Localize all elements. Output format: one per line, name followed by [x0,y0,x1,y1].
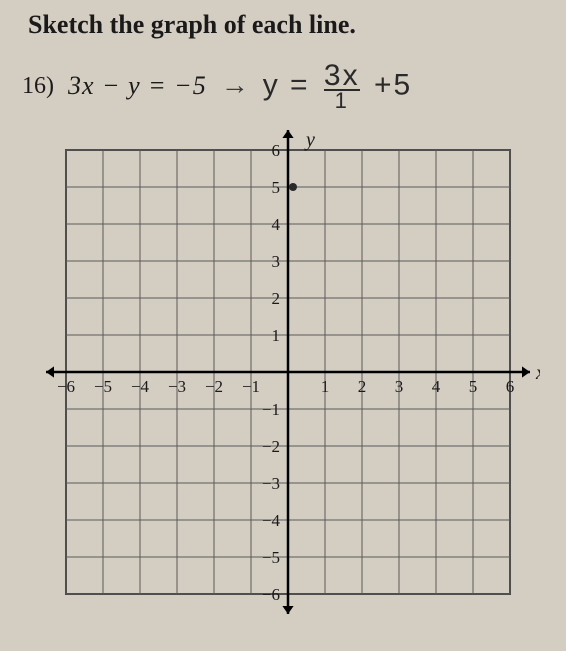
svg-text:5: 5 [272,178,281,197]
problem-row: 16) 3x − y = −5 → y = 3x 1 +5 [22,62,412,111]
handwritten-fraction: 3x 1 [324,62,360,111]
svg-text:y: y [304,129,315,151]
svg-text:5: 5 [469,377,478,396]
fraction-numerator: 3x [324,62,360,89]
graph-svg: −6 −5 −4 −3 −2 −1 1 2 3 4 5 6 −6 −5 −4 −3 −2 −1 1 2 3 4 5 6 y x [30,122,540,624]
svg-text:−3: −3 [262,474,280,493]
arrow-icon: → [221,70,249,102]
svg-text:−5: −5 [262,548,280,567]
svg-text:3: 3 [272,252,281,271]
svg-text:1: 1 [272,326,281,345]
handwritten-tail: +5 [374,68,412,101]
handwritten-equation: y = 3x 1 +5 [263,62,412,111]
coordinate-graph: −6 −5 −4 −3 −2 −1 1 2 3 4 5 6 −6 −5 −4 −3 −2 −1 1 2 3 4 5 6 y x [30,122,540,624]
svg-text:4: 4 [432,377,441,396]
svg-text:−6: −6 [262,585,280,604]
svg-text:−5: −5 [94,377,112,396]
svg-text:−6: −6 [57,377,75,396]
svg-text:−2: −2 [205,377,223,396]
svg-text:−2: −2 [262,437,280,456]
svg-text:−1: −1 [242,377,260,396]
svg-text:2: 2 [272,289,281,308]
svg-text:3: 3 [395,377,404,396]
svg-text:6: 6 [272,141,281,160]
svg-text:−1: −1 [262,400,280,419]
svg-text:−4: −4 [262,511,281,530]
svg-text:2: 2 [358,377,367,396]
printed-equation: 3x − y = −5 [68,71,207,101]
svg-text:1: 1 [321,377,330,396]
svg-text:x: x [535,362,540,384]
problem-number: 16) [22,73,54,100]
page-title: Sketch the graph of each line. [28,10,356,40]
svg-text:4: 4 [272,215,281,234]
svg-text:−3: −3 [168,377,186,396]
handwritten-lhs: y = [263,68,310,101]
svg-text:6: 6 [506,377,515,396]
svg-text:−4: −4 [131,377,150,396]
fraction-denominator: 1 [324,89,360,111]
